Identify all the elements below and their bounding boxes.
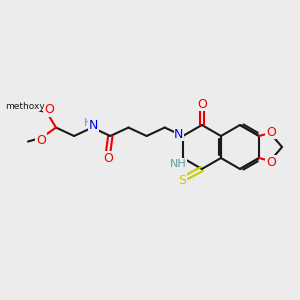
Text: N: N	[88, 119, 98, 132]
Text: O: O	[197, 98, 207, 110]
Text: O: O	[266, 125, 276, 139]
Text: O: O	[44, 103, 54, 116]
Text: NH: NH	[169, 159, 186, 169]
Text: S: S	[178, 173, 186, 187]
Text: N: N	[174, 128, 184, 140]
Text: methoxy: methoxy	[5, 102, 45, 111]
Text: O: O	[266, 155, 276, 169]
Text: O: O	[36, 134, 46, 147]
Text: H: H	[84, 118, 92, 128]
Text: O: O	[103, 152, 113, 164]
